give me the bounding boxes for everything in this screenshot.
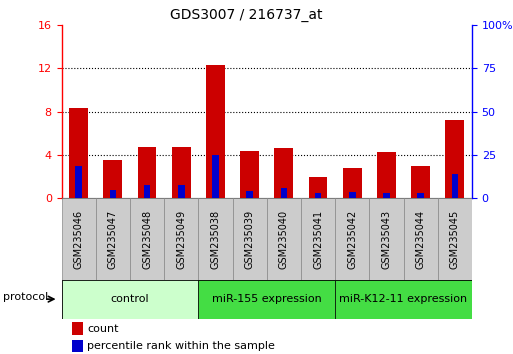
- Text: GSM235046: GSM235046: [74, 209, 84, 269]
- Text: GSM235044: GSM235044: [416, 209, 426, 269]
- Bar: [445, 120, 464, 198]
- Bar: [404, 198, 438, 280]
- Bar: [246, 191, 253, 198]
- Bar: [274, 148, 293, 198]
- Bar: [309, 177, 327, 198]
- Text: GSM235038: GSM235038: [210, 209, 221, 269]
- Bar: [343, 168, 362, 198]
- Bar: [349, 192, 356, 198]
- Text: control: control: [111, 294, 149, 304]
- Bar: [199, 280, 335, 319]
- Bar: [240, 150, 259, 198]
- Text: protocol: protocol: [3, 292, 48, 302]
- Text: GSM235049: GSM235049: [176, 209, 186, 269]
- Bar: [69, 108, 88, 198]
- Text: GSM235042: GSM235042: [347, 209, 357, 269]
- Bar: [96, 198, 130, 280]
- Text: GSM235039: GSM235039: [245, 209, 254, 269]
- Text: GSM235045: GSM235045: [450, 209, 460, 269]
- Bar: [383, 193, 390, 198]
- Bar: [451, 175, 458, 198]
- Bar: [164, 198, 199, 280]
- Text: miR-155 expression: miR-155 expression: [212, 294, 322, 304]
- Text: count: count: [87, 324, 119, 333]
- Text: percentile rank within the sample: percentile rank within the sample: [87, 341, 275, 351]
- Bar: [104, 160, 122, 198]
- Bar: [369, 198, 404, 280]
- Bar: [110, 190, 116, 198]
- Bar: [75, 166, 82, 198]
- Bar: [172, 147, 191, 198]
- Bar: [178, 185, 185, 198]
- Bar: [267, 198, 301, 280]
- Text: GSM235048: GSM235048: [142, 209, 152, 269]
- Bar: [315, 193, 321, 198]
- Bar: [212, 155, 219, 198]
- Bar: [206, 65, 225, 198]
- Bar: [281, 188, 287, 198]
- Bar: [130, 198, 164, 280]
- Text: miR-K12-11 expression: miR-K12-11 expression: [340, 294, 468, 304]
- Text: GSM235041: GSM235041: [313, 209, 323, 269]
- Bar: [199, 198, 232, 280]
- Bar: [62, 280, 199, 319]
- Text: GSM235043: GSM235043: [382, 209, 391, 269]
- Bar: [137, 147, 156, 198]
- Bar: [72, 322, 83, 335]
- Bar: [335, 280, 472, 319]
- Title: GDS3007 / 216737_at: GDS3007 / 216737_at: [170, 8, 323, 22]
- Bar: [411, 166, 430, 198]
- Bar: [72, 340, 83, 352]
- Bar: [232, 198, 267, 280]
- Bar: [301, 198, 335, 280]
- Text: GSM235040: GSM235040: [279, 209, 289, 269]
- Text: GSM235047: GSM235047: [108, 209, 118, 269]
- Bar: [62, 198, 96, 280]
- Bar: [418, 193, 424, 198]
- Bar: [438, 198, 472, 280]
- Bar: [335, 198, 369, 280]
- Bar: [144, 185, 150, 198]
- Bar: [377, 152, 396, 198]
